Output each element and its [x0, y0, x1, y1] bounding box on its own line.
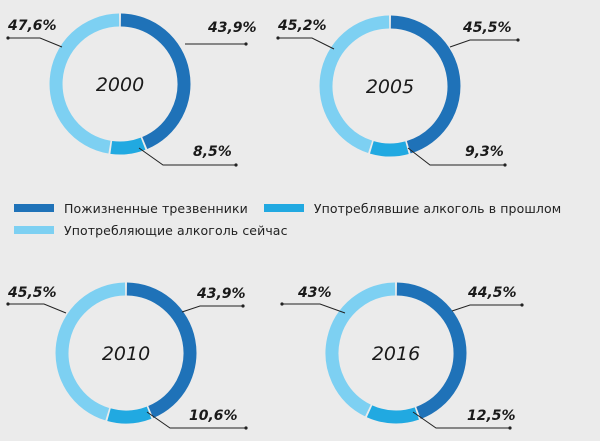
donut-slice-lifetime-abstainers [396, 282, 467, 419]
donut-slice-current-drinkers [49, 13, 120, 154]
donut-slice-lifetime-abstainers [120, 13, 191, 150]
donut-chart-4: 44,5% 12,5% 43% 2016 [280, 282, 524, 430]
data-label-former-drinkers: 12,5% [467, 408, 516, 424]
leader-dot [508, 426, 512, 430]
data-label-lifetime-abstainers: 44,5% [467, 285, 517, 301]
leader-dot [241, 304, 245, 308]
leader-line-current-drinkers [8, 37, 63, 48]
donut-slice-former-drinkers [107, 406, 152, 424]
leader-line-former-drinkers [407, 147, 505, 166]
donut-slice-former-drinkers [366, 405, 419, 424]
leader-line-current-drinkers [8, 303, 67, 314]
data-label-lifetime-abstainers: 45,5% [462, 20, 512, 36]
chart-year-label: 2000 [96, 74, 144, 96]
data-label-former-drinkers: 9,3% [465, 144, 504, 160]
legend-item-former-drinkers: Употреблявшие алкоголь в прошлом [263, 200, 562, 216]
legend-item-current-drinkers: Употребляющие алкоголь сейчас [14, 223, 288, 238]
legend-swatch-current-drinkers [14, 226, 54, 234]
leader-line-lifetime-abstainers [449, 39, 518, 48]
leader-dot [6, 36, 10, 40]
donut-slice-former-drinkers [369, 141, 409, 157]
data-label-current-drinkers: 47,6% [7, 18, 57, 34]
donut-chart-2: 45,5% 9,3% 45,2% 2005 [276, 15, 520, 167]
leader-dot [276, 36, 280, 40]
chart-year-label: 2005 [366, 76, 414, 98]
donut-slice-current-drinkers [319, 15, 390, 154]
data-label-lifetime-abstainers: 43,9% [196, 286, 246, 302]
data-label-current-drinkers: 43% [297, 285, 332, 301]
leader-dot [503, 163, 507, 167]
leader-dot [280, 302, 284, 306]
leader-dot [234, 163, 238, 167]
data-label-current-drinkers: 45,2% [277, 18, 327, 34]
donut-slice-current-drinkers [325, 282, 396, 417]
chart-year-label: 2016 [372, 343, 420, 365]
data-label-lifetime-abstainers: 43,9% [207, 20, 257, 36]
leader-line-current-drinkers [278, 37, 335, 50]
legend-swatch-lifetime-abstainers [14, 204, 54, 212]
donut-chart-3: 43,9% 10,6% 45,5% 2010 [6, 282, 248, 430]
leader-line-lifetime-abstainers [181, 305, 243, 313]
legend-label-lifetime-abstainers: Пожизненные трезвенники [64, 200, 248, 216]
leader-line-former-drinkers [412, 411, 510, 429]
legend-swatch-former-drinkers [263, 204, 304, 212]
leader-dot [244, 42, 248, 46]
leader-dot [516, 38, 520, 42]
legend: Пожизненные трезвенники Употреблявшие ал… [14, 197, 594, 241]
legend-item-lifetime-abstainers: Пожизненные трезвенники [14, 201, 248, 216]
donut-slice-former-drinkers [110, 137, 146, 155]
leader-dot [244, 426, 248, 430]
leader-dot [520, 303, 524, 307]
donut-slice-lifetime-abstainers [126, 282, 197, 419]
donut-slice-current-drinkers [55, 282, 126, 421]
donut-chart-1: 43,9% 8,5% 47,6% 2000 [6, 13, 257, 167]
data-label-former-drinkers: 8,5% [193, 144, 232, 160]
leader-line-former-drinkers [138, 147, 236, 166]
data-label-current-drinkers: 45,5% [7, 285, 57, 301]
data-label-former-drinkers: 10,6% [189, 408, 238, 424]
legend-label-former-drinkers: Употреблявшие алкоголь в прошлом [313, 200, 562, 216]
leader-line-lifetime-abstainers [451, 304, 522, 312]
chart-year-label: 2010 [102, 343, 150, 365]
donut-slice-lifetime-abstainers [390, 15, 461, 154]
leader-line-former-drinkers [146, 411, 246, 429]
leader-line-current-drinkers [282, 303, 346, 314]
legend-label-current-drinkers: Употребляющие алкоголь сейчас [64, 222, 288, 238]
leader-dot [6, 302, 10, 306]
